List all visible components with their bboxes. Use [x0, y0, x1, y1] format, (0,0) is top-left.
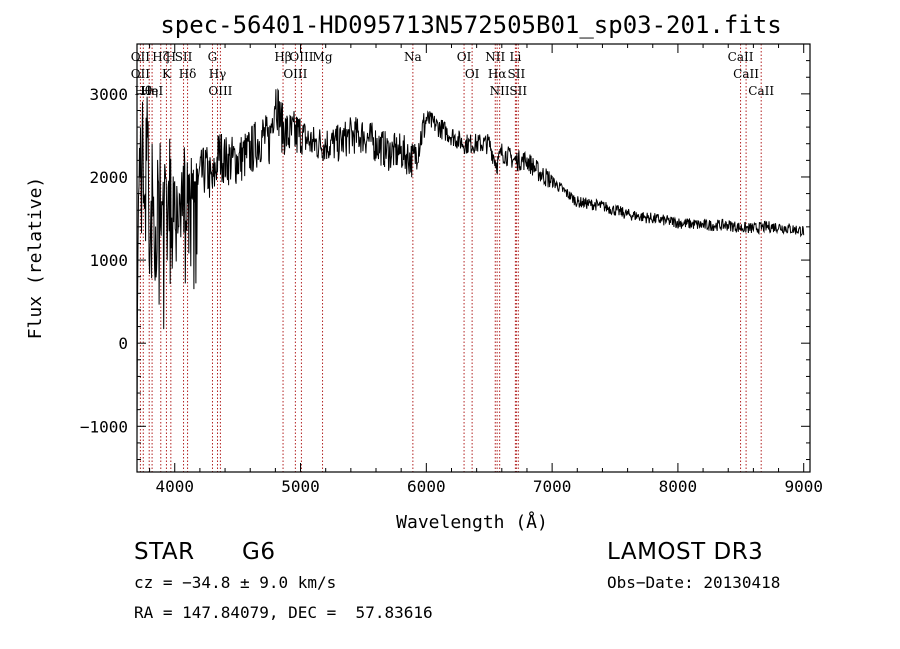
line-marker-label: K — [162, 67, 172, 81]
line-marker-label: G — [208, 50, 218, 64]
line-marker-label: HeI — [141, 84, 164, 98]
sky-coordinates: RA = 147.84079, DEC = 57.83616 — [134, 603, 433, 622]
line-marker-label: Hη — [140, 84, 158, 98]
line-marker-label: Na — [404, 50, 422, 64]
line-marker-label: NII — [490, 84, 510, 98]
object-subclass: G6 — [242, 539, 276, 565]
line-marker-label: OIII — [208, 84, 232, 98]
x-axis-ticks: 4000 5000 6000 7000 8000 9000 — [149, 44, 823, 496]
line-marker-label: Hα — [488, 67, 507, 81]
line-marker-label: CaII — [748, 84, 774, 98]
observation-date: Obs−Date: 20130418 — [607, 573, 781, 592]
redshift-cz: cz = −34.8 ± 9.0 km/s — [134, 573, 337, 592]
y-axis-ticks: −1000 0 1000 2000 3000 — [80, 60, 810, 461]
line-marker-label: Hβ — [274, 50, 291, 64]
line-marker-label: NII — [485, 50, 505, 64]
survey-name: LAMOST DR3 — [607, 539, 764, 565]
x-tick-label: 6000 — [407, 477, 446, 496]
line-markers — [139, 44, 762, 472]
line-marker-label: CaII — [728, 50, 754, 64]
line-marker-label: Li — [509, 50, 521, 64]
x-tick-label: 9000 — [784, 477, 823, 496]
x-axis-label: Wavelength (Å) — [396, 511, 548, 533]
y-tick-label: −1000 — [80, 417, 128, 436]
line-marker-label: Hγ — [209, 67, 227, 81]
line-marker-label: OI — [457, 50, 472, 64]
y-tick-label: 2000 — [89, 168, 128, 187]
y-tick-label: 3000 — [89, 85, 128, 104]
y-tick-label: 0 — [118, 334, 128, 353]
line-marker-label: Hζ — [152, 50, 169, 64]
line-marker-label: Hδ — [179, 67, 197, 81]
y-tick-label: 1000 — [89, 251, 128, 270]
line-marker-label: Mg — [313, 50, 333, 64]
line-marker-label: H — [166, 50, 176, 64]
line-marker-label: CaII — [733, 67, 759, 81]
line-marker-label: OIII — [283, 67, 307, 81]
plot-frame — [136, 43, 811, 473]
x-tick-label: 7000 — [533, 477, 572, 496]
object-class: STAR — [134, 539, 195, 565]
line-marker-label: OII — [131, 50, 151, 64]
y-axis-label: Flux (relative) — [25, 177, 46, 340]
chart-title: spec-56401-HD095713N572505B01_sp03-201.f… — [160, 11, 781, 39]
x-tick-label: 4000 — [155, 477, 194, 496]
line-marker-label: SII — [508, 67, 526, 81]
x-tick-label: 5000 — [281, 477, 320, 496]
line-marker-label: SII — [509, 84, 527, 98]
x-tick-label: 8000 — [659, 477, 698, 496]
line-marker-label: SII — [175, 50, 193, 64]
line-marker-label: OIII — [289, 50, 313, 64]
line-marker-label: OI — [465, 67, 480, 81]
line-marker-label: OII — [131, 67, 151, 81]
line-marker-label: Hθ — [134, 84, 152, 98]
flux-series-line — [136, 88, 805, 441]
